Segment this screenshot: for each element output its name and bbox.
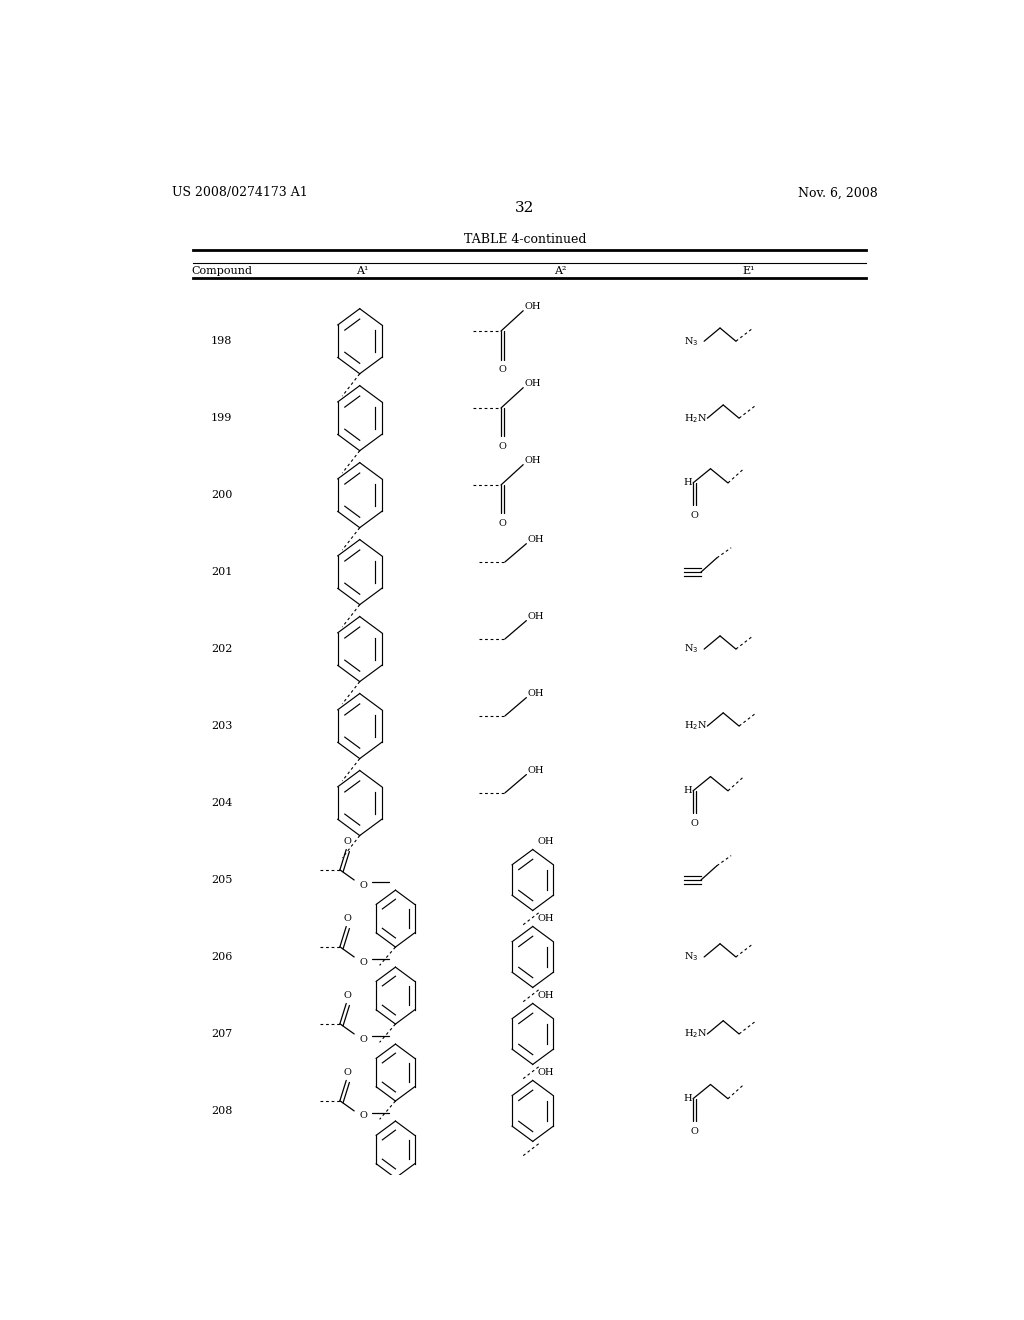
Text: 200: 200: [211, 490, 232, 500]
Text: O: O: [691, 818, 698, 828]
Text: OH: OH: [538, 1068, 554, 1077]
Text: 207: 207: [211, 1028, 232, 1039]
Text: 204: 204: [211, 799, 232, 808]
Text: O: O: [499, 442, 507, 451]
Text: E¹: E¹: [742, 267, 755, 276]
Text: O: O: [359, 1035, 368, 1044]
Text: 203: 203: [211, 721, 232, 731]
Text: 205: 205: [211, 875, 232, 884]
Text: 201: 201: [211, 568, 232, 577]
Text: H: H: [684, 478, 692, 487]
Text: OH: OH: [538, 837, 554, 846]
Text: TABLE 4-continued: TABLE 4-continued: [464, 234, 586, 247]
Text: H$_2$N: H$_2$N: [684, 1027, 707, 1040]
Text: O: O: [499, 519, 507, 528]
Text: O: O: [691, 1127, 698, 1135]
Text: O: O: [359, 957, 368, 966]
Text: 198: 198: [211, 337, 232, 346]
Text: A²: A²: [554, 267, 566, 276]
Text: O: O: [344, 837, 352, 846]
Text: Compound: Compound: [191, 267, 252, 276]
Text: H$_2$N: H$_2$N: [684, 719, 707, 733]
Text: 202: 202: [211, 644, 232, 655]
Text: O: O: [344, 1068, 352, 1077]
Text: OH: OH: [528, 535, 545, 544]
Text: O: O: [344, 913, 352, 923]
Text: H: H: [684, 787, 692, 796]
Text: OH: OH: [524, 302, 542, 312]
Text: 206: 206: [211, 952, 232, 962]
Text: OH: OH: [528, 689, 545, 698]
Text: O: O: [359, 1111, 368, 1121]
Text: N$_3$: N$_3$: [684, 643, 698, 656]
Text: A¹: A¹: [356, 267, 369, 276]
Text: Nov. 6, 2008: Nov. 6, 2008: [798, 186, 878, 199]
Text: O: O: [499, 366, 507, 374]
Text: O: O: [691, 511, 698, 520]
Text: OH: OH: [528, 612, 545, 622]
Text: N$_3$: N$_3$: [684, 335, 698, 347]
Text: O: O: [359, 880, 368, 890]
Text: OH: OH: [528, 766, 545, 775]
Text: H$_2$N: H$_2$N: [684, 412, 707, 425]
Text: OH: OH: [538, 991, 554, 999]
Text: N$_3$: N$_3$: [684, 950, 698, 964]
Text: H: H: [684, 1094, 692, 1104]
Text: 32: 32: [515, 201, 535, 215]
Text: US 2008/0274173 A1: US 2008/0274173 A1: [172, 186, 307, 199]
Text: 199: 199: [211, 413, 232, 424]
Text: OH: OH: [538, 913, 554, 923]
Text: OH: OH: [524, 379, 542, 388]
Text: O: O: [344, 991, 352, 999]
Text: 208: 208: [211, 1106, 232, 1115]
Text: OH: OH: [524, 457, 542, 465]
